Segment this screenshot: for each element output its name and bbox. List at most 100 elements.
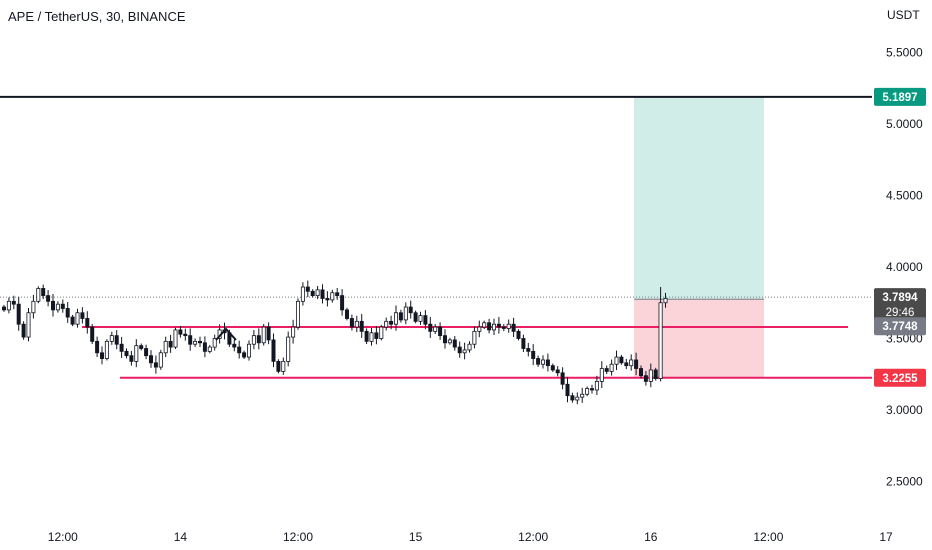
candle-down [305, 286, 310, 292]
candle-down [423, 315, 428, 325]
candle-down [335, 292, 340, 296]
last-price-badge [874, 288, 926, 323]
candle-down [276, 360, 281, 372]
candle-up [614, 356, 619, 365]
candle-down [428, 323, 433, 332]
stop-price-badge-text: 3.2255 [882, 373, 918, 385]
candle-up [26, 312, 31, 338]
price-tick-label: 2.5000 [886, 475, 923, 489]
candle-down [555, 369, 560, 374]
candle-down [148, 355, 153, 364]
candle-down [570, 395, 575, 401]
candle-down [590, 388, 595, 391]
candle-down [237, 346, 242, 354]
candle-down [256, 335, 261, 344]
candle-up [291, 326, 296, 338]
candle-up [663, 298, 668, 304]
candle-down [344, 309, 349, 319]
candle-up [585, 388, 590, 395]
candle-up [648, 369, 653, 382]
candle-down [604, 368, 609, 372]
candle-down [536, 358, 541, 365]
candle-up [658, 302, 663, 379]
candle-up [104, 340, 109, 359]
candle-up [315, 289, 320, 297]
candle-up [163, 340, 168, 354]
candle-down [320, 289, 325, 299]
candle-up [212, 338, 217, 348]
candle-down [310, 290, 315, 296]
last-price-text: 3.7894 [882, 292, 918, 304]
loss-zone[interactable] [634, 299, 764, 378]
time-tick-label: 17 [879, 530, 893, 544]
candle-up [541, 359, 546, 365]
candle-down [197, 340, 202, 344]
target-price-badge [874, 87, 926, 106]
candle-up [491, 323, 496, 331]
candle-down [526, 348, 531, 352]
candle-up [403, 306, 408, 321]
candle-down [359, 320, 364, 332]
candle-down [271, 339, 276, 362]
candle-down [119, 343, 124, 352]
candle-down [487, 322, 492, 331]
candle-down [398, 312, 403, 321]
candle-down [442, 335, 447, 344]
candle-down [501, 326, 506, 329]
chart-title: APE / TetherUS, 30, BINANCE [8, 9, 186, 24]
entry-price-badge [874, 317, 926, 336]
candle-up [599, 368, 604, 382]
candle-up [193, 340, 198, 345]
candle-down [550, 365, 555, 371]
candle-down [511, 323, 516, 332]
time-tick-label: 12:00 [283, 530, 313, 544]
candle-up [418, 315, 423, 322]
time-axis[interactable]: 12:00 14 12:00 15 12:00 16 12:00 17 [48, 530, 893, 544]
profit-zone[interactable] [634, 96, 764, 300]
candle-up [75, 312, 80, 325]
candle-down [80, 312, 85, 319]
candle-down [452, 339, 457, 348]
target-price-badge-text: 5.1897 [882, 92, 917, 104]
candle-down [139, 345, 144, 349]
candle-up [629, 359, 634, 367]
candle-up [295, 300, 300, 328]
time-tick-label: 14 [174, 530, 188, 544]
price-tick-label: 3.0000 [886, 403, 923, 417]
candle-down [202, 342, 207, 352]
candle-down [531, 350, 536, 359]
candle-down [242, 352, 247, 358]
candle-down [389, 320, 394, 325]
candle-down [129, 355, 134, 362]
candle-down [95, 340, 100, 354]
candle-down [619, 356, 624, 364]
candle-down [144, 348, 149, 357]
candle-down [11, 300, 16, 305]
candle-down [653, 369, 658, 379]
candle-down [634, 359, 639, 369]
candle-up [207, 346, 212, 352]
long-position-tool[interactable] [634, 96, 764, 378]
candle-up [251, 335, 256, 345]
arrow-marker[interactable] [215, 327, 237, 341]
candle-up [246, 343, 251, 358]
candle-up [286, 336, 291, 362]
candle-down [232, 343, 237, 348]
candle-up [281, 360, 286, 372]
candle-down [51, 300, 56, 311]
time-tick-label: 15 [409, 530, 423, 544]
countdown-text: 29:46 [886, 307, 915, 319]
candle-down [374, 332, 379, 339]
price-tick-label: 5.0000 [886, 117, 923, 131]
candle-up [379, 326, 384, 339]
candle-down [114, 335, 119, 345]
candle-up [594, 380, 599, 391]
candle-down [643, 375, 648, 382]
price-axis[interactable]: USDT 5.50005.00004.50004.00003.50003.000… [886, 8, 923, 489]
candle-down [565, 383, 570, 397]
candle-down [60, 303, 65, 309]
candle-down [21, 323, 26, 338]
candle-down [183, 333, 188, 337]
candle-up [433, 326, 438, 332]
